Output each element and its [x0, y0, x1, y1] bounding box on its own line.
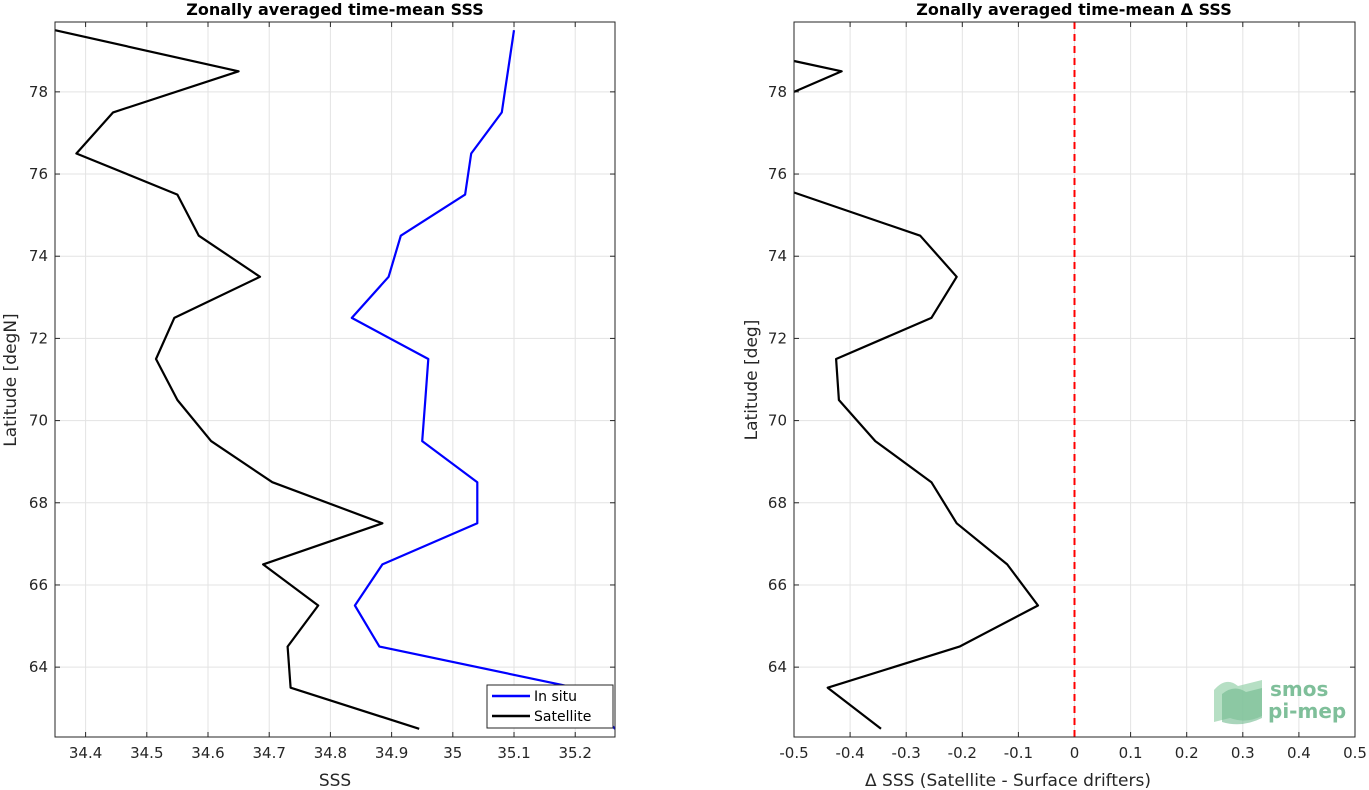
y-tick-label: 74	[768, 247, 787, 265]
y-tick-labels: 64 66 68 70 72 74 76 78	[29, 83, 48, 676]
y-tick-label: 78	[768, 83, 787, 101]
y-tick-label: 72	[29, 329, 48, 347]
x-tick-label: 35.1	[497, 744, 530, 762]
x-tick-label: 0	[1070, 744, 1080, 762]
y-axis-label: Latitude [deg]	[742, 320, 762, 441]
y-axis-label: Latitude [degN]	[1, 313, 21, 446]
y-tick-label: 64	[768, 658, 787, 676]
plot-frame	[54, 21, 616, 738]
y-tick-label: 72	[768, 329, 787, 347]
x-tick-label: 0.5	[1343, 744, 1367, 762]
x-axis-label: SSS	[319, 771, 351, 790]
x-tick-labels: -0.5 -0.4 -0.3 -0.2 -0.1 0 0.1 0.2 0.3 0.4 0.5	[779, 744, 1367, 762]
y-tick-labels: 64 66 68 70 72 74 76 78	[768, 83, 787, 676]
x-tick-label: 34.9	[375, 744, 408, 762]
y-tick-label: 68	[768, 494, 787, 512]
chart-title: Zonally averaged time-mean Δ SSS	[916, 0, 1232, 19]
sss-panel: Zonally averaged time-mean SSS 34.4 34.5 3…	[1, 0, 616, 790]
plot-area	[55, 22, 615, 737]
x-tick-label: -0.1	[1004, 744, 1033, 762]
y-tick-label: 64	[29, 658, 48, 676]
legend-box	[486, 684, 614, 729]
x-tick-label: -0.5	[779, 744, 808, 762]
x-tick-label: 34.4	[69, 744, 102, 762]
delta-sss-panel: Zonally averaged time-mean Δ SSS -0.5 -0.…	[742, 0, 1367, 790]
x-tick-label: 34.7	[253, 744, 286, 762]
x-tick-label: 35.2	[559, 744, 592, 762]
x-tick-label: 35	[443, 744, 462, 762]
x-tick-label: -0.2	[948, 744, 977, 762]
y-tick-label: 78	[29, 83, 48, 101]
series-line-delta-sss	[793, 59, 843, 93]
series-line-delta-sss	[793, 191, 1040, 730]
smos-pi-mep-logo: smos pi-mep	[1214, 677, 1346, 725]
y-tick-label: 70	[768, 412, 787, 430]
series-line-satellite	[54, 29, 420, 730]
legend-label-satellite: Satellite	[534, 709, 591, 725]
y-tick-label: 66	[29, 576, 48, 594]
series-lines	[54, 29, 616, 730]
x-tick-label: 0.3	[1231, 744, 1255, 762]
logo-text-pi-mep: pi-mep	[1268, 699, 1346, 723]
series-line-in-situ	[350, 30, 616, 730]
y-tick-label: 74	[29, 247, 48, 265]
y-tick-label: 68	[29, 494, 48, 512]
x-tick-label: 34.5	[130, 744, 163, 762]
x-tick-labels: 34.4 34.5 34.6 34.7 34.8 34.9 35 35.1 35.2	[69, 744, 592, 762]
x-tick-label: 0.1	[1119, 744, 1143, 762]
x-tick-label: -0.4	[835, 744, 864, 762]
chart-title: Zonally averaged time-mean SSS	[186, 0, 484, 19]
y-tick-label: 76	[29, 165, 48, 183]
series-lines	[793, 22, 1076, 737]
x-tick-label: -0.3	[892, 744, 921, 762]
x-tick-label: 0.4	[1287, 744, 1311, 762]
x-tick-label: 34.6	[191, 744, 224, 762]
y-tick-label: 66	[768, 576, 787, 594]
legend: In situ Satellite	[486, 684, 614, 729]
logo-mark-layer-icon	[1222, 688, 1262, 725]
x-tick-label: 34.8	[314, 744, 347, 762]
x-axis-label: Δ SSS (Satellite - Surface drifters)	[865, 771, 1151, 790]
y-tick-label: 70	[29, 412, 48, 430]
x-tick-label: 0.2	[1175, 744, 1199, 762]
legend-label-in-situ: In situ	[534, 689, 577, 705]
grid	[55, 22, 615, 737]
logo-text-smos: smos	[1270, 677, 1328, 701]
y-tick-label: 76	[768, 165, 787, 183]
plot-frame	[793, 21, 1356, 738]
